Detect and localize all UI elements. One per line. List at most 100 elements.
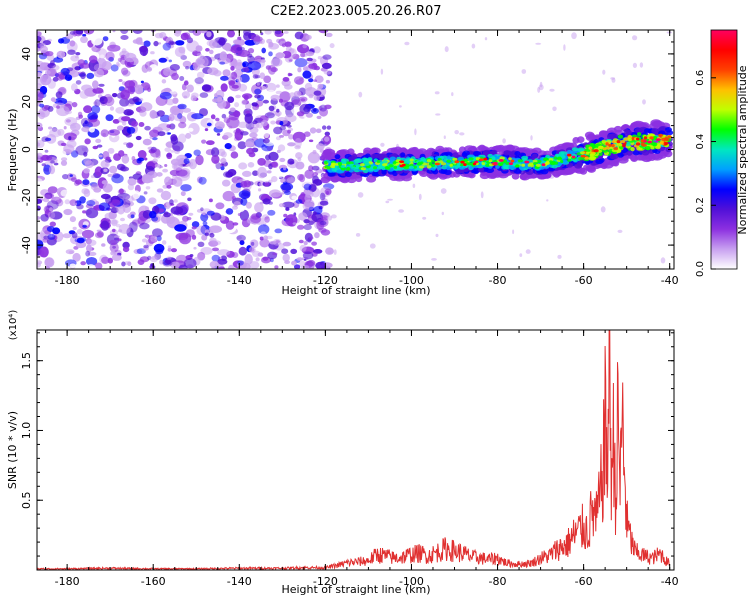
heatmap-noise-cell (204, 232, 209, 237)
heatmap-signal-cell (663, 141, 669, 145)
heatmap-noise-cell (193, 246, 197, 250)
heatmap-noise-cell (162, 260, 173, 267)
heatmap-noise-cell (77, 111, 83, 117)
heatmap-noise-cell (181, 91, 190, 99)
heatmap-noise-cell (282, 241, 292, 247)
heatmap-noise-cell (302, 70, 312, 79)
heatmap-signal-cell (643, 136, 648, 140)
heatmap-noise-cell (174, 224, 187, 232)
heatmap-noise-cell (246, 147, 255, 155)
heatmap-noise-cell (209, 232, 215, 238)
heatmap-noise-cell (164, 164, 168, 167)
heatmap-noise-cell (308, 78, 314, 83)
heatmap-noise-cell (256, 166, 268, 179)
heatmap-noise-cell (83, 168, 90, 174)
heatmap-signal-cell (515, 161, 521, 165)
heatmap-noise-cell (37, 36, 42, 42)
x-tick-label: -80 (489, 575, 507, 588)
heatmap-signal-cell (640, 142, 645, 146)
heatmap-noise-cell (242, 62, 246, 67)
heatmap-noise-cell (215, 117, 220, 122)
heatmap-noise-cell (164, 201, 171, 210)
heatmap-noise-cell (256, 82, 260, 86)
heatmap-speckle (617, 229, 623, 233)
heatmap-speckle (380, 68, 384, 75)
heatmap-peak-cell (399, 164, 404, 168)
heatmap-noise-cell (228, 80, 236, 86)
heatmap-noise-cell (279, 121, 284, 126)
heatmap-noise-cell (240, 197, 248, 206)
heatmap-signal-cell (521, 163, 525, 167)
heatmap-noise-cell (91, 36, 103, 46)
heatmap-noise-cell (241, 99, 247, 106)
heatmap-noise-cell (254, 88, 262, 95)
heatmap-noise-cell (315, 128, 322, 134)
heatmap-noise-cell (244, 39, 257, 46)
heatmap-noise-cell (37, 260, 43, 265)
heatmap-noise-cell (121, 67, 129, 76)
x-tick-label: -140 (227, 575, 252, 588)
heatmap-signal-cell (611, 140, 617, 144)
heatmap-noise-cell (75, 179, 82, 185)
heatmap-noise-cell (53, 57, 64, 63)
heatmap-noise-cell (48, 165, 56, 175)
heatmap-noise-cell (228, 113, 239, 121)
heatmap-noise-cell (324, 131, 330, 136)
heatmap-noise-cell (173, 59, 181, 65)
heatmap-noise-cell (324, 188, 332, 195)
snr-scale-label: (x10⁴) (8, 310, 19, 341)
heatmap-noise-cell (262, 198, 271, 205)
heatmap-noise-cell (243, 32, 252, 41)
heatmap-noise-cell (284, 101, 295, 111)
heatmap-signal-cell (348, 161, 354, 165)
heatmap-noise-cell (222, 190, 235, 202)
heatmap-noise-cell (127, 85, 136, 95)
heatmap-noise-cell (308, 139, 314, 143)
heatmap-noise-cell (280, 192, 285, 195)
heatmap-noise-cell (81, 188, 90, 195)
heatmap-noise-cell (156, 188, 164, 193)
heatmap-noise-cell (275, 52, 285, 59)
heatmap-noise-cell (245, 201, 252, 209)
heatmap-speckle (525, 249, 531, 254)
heatmap-signal-cell (605, 142, 609, 146)
heatmap-signal-cell (508, 165, 515, 170)
heatmap-signal-cell (436, 165, 442, 171)
heatmap-noise-cell (235, 94, 242, 99)
heatmap-noise-cell (284, 41, 292, 48)
heatmap-noise-cell (303, 199, 315, 209)
heatmap-noise-cell (152, 158, 158, 163)
heatmap-noise-cell (244, 253, 253, 265)
heatmap-noise-cell (96, 144, 103, 148)
heatmap-noise-cell (110, 64, 119, 72)
heatmap-noise-cell (264, 216, 270, 223)
heatmap-peak-cell (580, 154, 586, 158)
heatmap-noise-cell (148, 210, 157, 219)
heatmap-noise-cell (237, 213, 242, 216)
heatmap-signal-cell (368, 167, 374, 172)
heatmap-noise-cell (159, 114, 171, 123)
heatmap-noise-cell (169, 90, 178, 95)
heatmap-noise-cell (176, 254, 188, 263)
heatmap-noise-cell (236, 204, 245, 212)
heatmap-noise-cell (147, 255, 152, 261)
heatmap-noise-cell (148, 197, 157, 205)
heatmap-signal-cell (536, 159, 542, 164)
heatmap-noise-cell (180, 191, 186, 197)
heatmap-noise-cell (312, 179, 323, 186)
heatmap-signal-cell (512, 163, 517, 167)
heatmap-noise-cell (262, 99, 269, 104)
heatmap-noise-cell (167, 44, 175, 49)
heatmap-noise-cell (135, 135, 142, 141)
heatmap-noise-cell (186, 216, 192, 221)
heatmap-noise-cell (191, 113, 204, 120)
heatmap-signal-cell (571, 147, 579, 152)
heatmap-signal-cell (630, 147, 635, 152)
heatmap-signal-cell (613, 147, 618, 151)
heatmap-noise-cell (40, 62, 48, 67)
heatmap-noise-cell (75, 80, 82, 85)
heatmap-noise-cell (214, 262, 219, 267)
heatmap-noise-cell (109, 106, 115, 111)
heatmap-signal-cell (553, 161, 559, 165)
heatmap-noise-cell (121, 154, 130, 164)
